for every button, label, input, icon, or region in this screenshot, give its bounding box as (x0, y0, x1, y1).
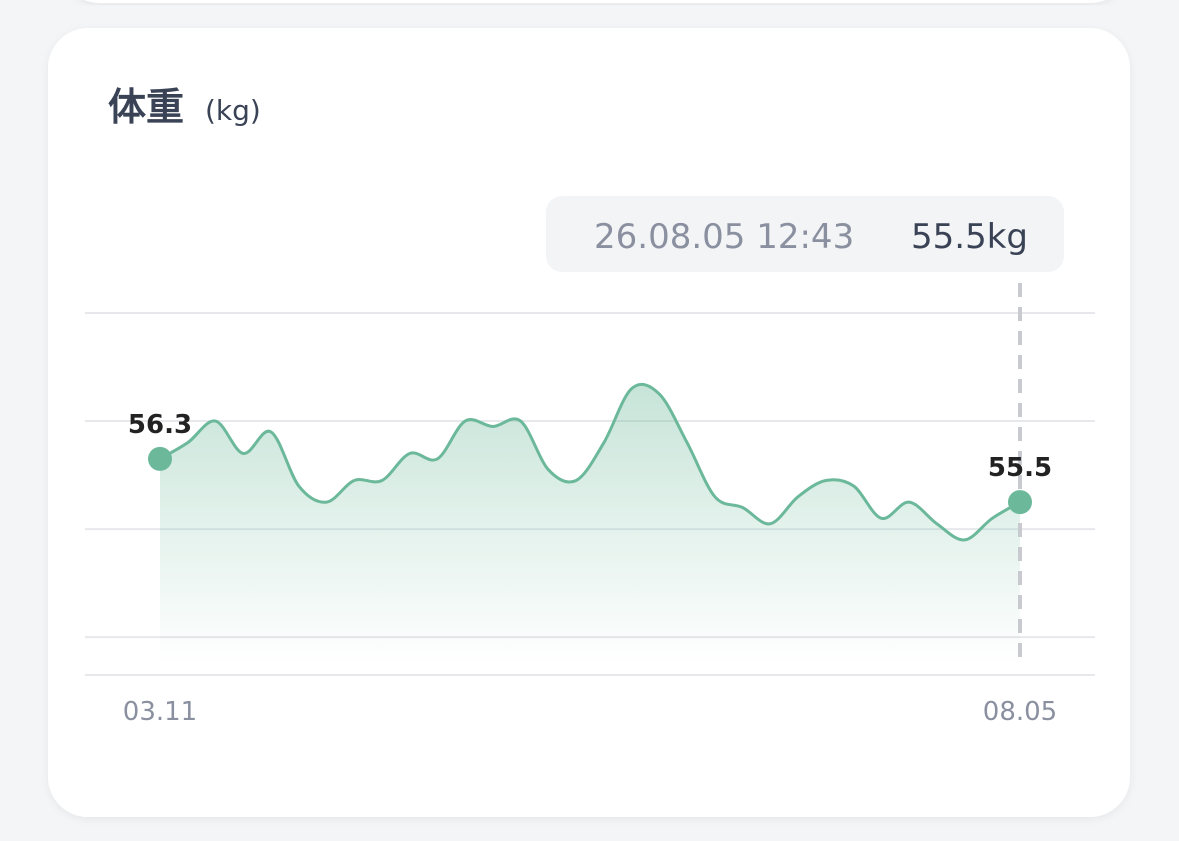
point (1008, 490, 1032, 515)
tooltip-time: 26.08.05 12:43 (594, 217, 854, 257)
tooltip-value: 55.5kg (911, 217, 1028, 257)
tooltip (546, 196, 1064, 272)
x-tick-label: 03.11 (123, 697, 197, 727)
value-label: 56.3 (128, 410, 192, 440)
plot: 03.11 08.05 56.3 55.5 (85, 283, 1095, 727)
line (159, 382, 1021, 542)
point (148, 446, 172, 471)
x-tick-label: 08.05 (983, 697, 1057, 727)
previous-card (84, 0, 1106, 3)
value-label: 55.5 (988, 453, 1052, 483)
area (160, 384, 1020, 665)
unit: (kg) (205, 94, 261, 127)
card-title: 体重 (108, 85, 184, 129)
